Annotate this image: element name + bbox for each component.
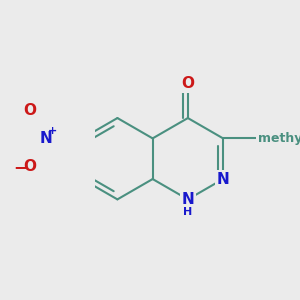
Text: N: N — [182, 192, 194, 207]
Text: O: O — [23, 103, 36, 118]
Text: O: O — [23, 159, 36, 174]
Text: methyl: methyl — [258, 132, 300, 145]
Text: +: + — [48, 126, 57, 136]
Text: H: H — [183, 207, 193, 217]
Text: N: N — [39, 131, 52, 146]
Text: N: N — [217, 172, 230, 187]
Text: O: O — [182, 76, 194, 91]
Text: −: − — [14, 158, 28, 175]
